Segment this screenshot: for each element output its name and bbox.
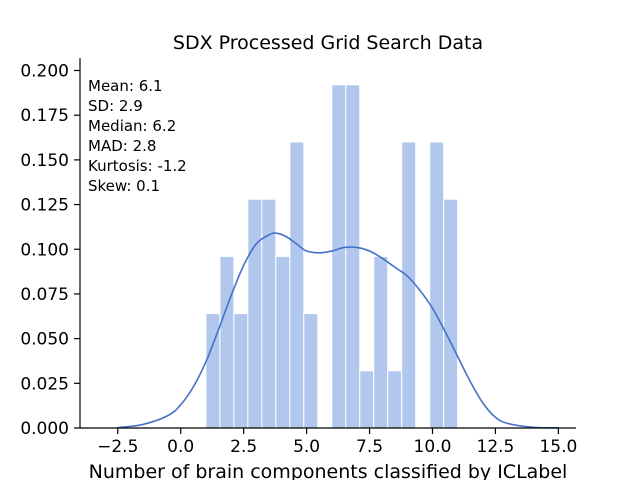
stat-mean: Mean: 6.1: [88, 77, 163, 95]
stats-annotation: Mean: 6.1 SD: 2.9 Median: 6.2 MAD: 2.8 K…: [88, 77, 187, 195]
histogram-bar: [401, 141, 417, 429]
histogram-bar: [387, 370, 403, 429]
chart-title: SDX Processed Grid Search Data: [173, 32, 483, 54]
histogram-bar: [345, 84, 361, 429]
x-tick-label: −2.5: [97, 437, 138, 457]
y-tick-label: 0.075: [20, 285, 69, 305]
histogram-bar: [443, 198, 459, 429]
stat-sd: SD: 2.9: [88, 97, 143, 115]
x-axis-label: Number of brain components classified by…: [89, 461, 568, 480]
y-tick-label: 0.100: [20, 240, 69, 260]
x-axis-ticks: −2.5 0.0 2.5 5.0 7.5 10.0 12.5 15.0: [97, 428, 577, 457]
y-tick-label: 0.125: [20, 196, 69, 216]
stat-mad: MAD: 2.8: [88, 137, 156, 155]
histogram-bar: [275, 255, 291, 429]
y-tick-label: 0.175: [20, 106, 69, 126]
stat-skew: Skew: 0.1: [88, 177, 160, 195]
y-tick-label: 0.000: [20, 419, 69, 439]
x-tick-label: 12.5: [477, 437, 515, 457]
histogram-bar: [247, 198, 263, 429]
histogram-bar: [303, 313, 319, 429]
histogram-bar: [219, 255, 235, 429]
y-tick-label: 0.150: [20, 151, 69, 171]
y-tick-label: 0.050: [20, 330, 69, 350]
x-tick-label: 0.0: [167, 437, 194, 457]
kde-density-curve: [117, 232, 559, 429]
histogram-bar: [429, 141, 445, 429]
x-tick-label: 10.0: [414, 437, 452, 457]
histogram-bar: [289, 141, 305, 429]
histogram-bar: [331, 84, 347, 429]
stat-kurtosis: Kurtosis: -1.2: [88, 157, 187, 175]
histogram-bar: [359, 370, 375, 429]
y-axis-ticks: 0.000 0.025 0.050 0.075 0.100 0.125 0.150 0.175…: [20, 62, 80, 439]
stat-median: Median: 6.2: [88, 117, 176, 135]
x-tick-label: 15.0: [539, 437, 577, 457]
histogram-bar: [233, 313, 249, 429]
x-tick-label: 2.5: [230, 437, 257, 457]
histogram-bars: [205, 84, 459, 429]
x-tick-label: 7.5: [356, 437, 383, 457]
x-tick-label: 5.0: [293, 437, 320, 457]
y-tick-label: 0.200: [20, 62, 69, 82]
y-tick-label: 0.025: [20, 374, 69, 394]
histogram-bar: [373, 255, 389, 429]
